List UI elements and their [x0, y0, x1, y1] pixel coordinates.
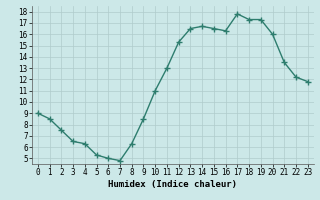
- X-axis label: Humidex (Indice chaleur): Humidex (Indice chaleur): [108, 180, 237, 189]
